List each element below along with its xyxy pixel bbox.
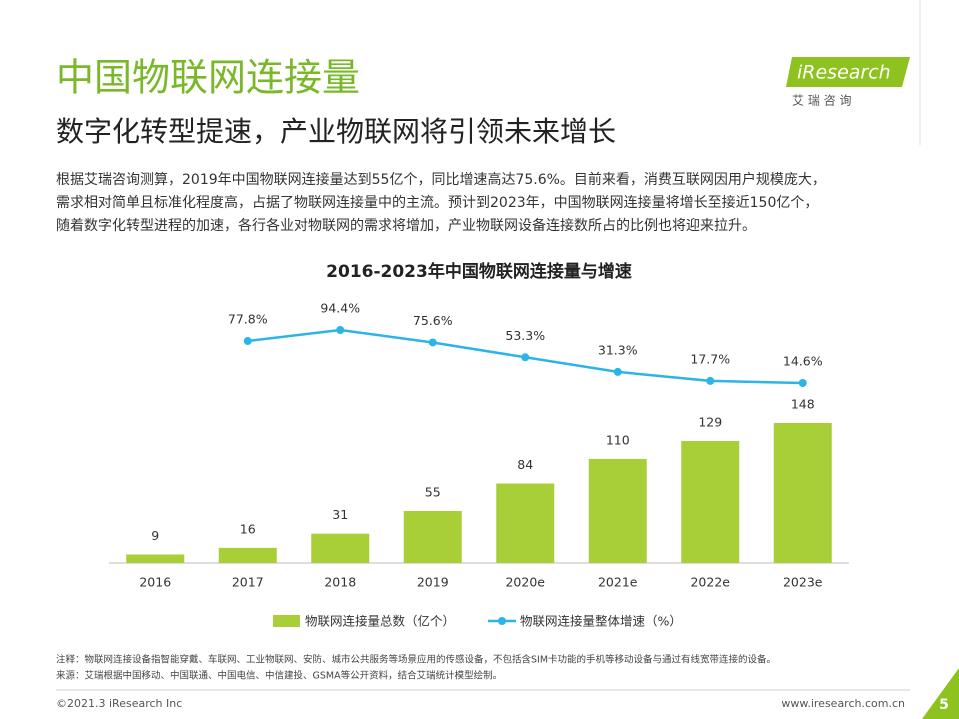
growth-label: 94.4% <box>320 301 360 316</box>
slide-title: 中国物联网连接量 <box>56 56 360 100</box>
logo-shape <box>786 57 910 87</box>
x-tick-label: 2022e <box>690 575 730 590</box>
body-line: 根据艾瑞咨询测算，2019年中国物联网连接量达到55亿个，同比增速高达75.6%… <box>56 171 826 188</box>
x-tick-label: 2017 <box>232 575 264 590</box>
bar <box>403 510 462 563</box>
growth-point <box>706 376 715 385</box>
x-tick-label: 2019 <box>417 575 449 590</box>
legend-swatch <box>273 615 300 627</box>
growth-label: 31.3% <box>598 342 638 357</box>
slide-subtitle: 数字化转型提速，产业物联网将引领未来增长 <box>56 115 616 148</box>
bar <box>773 423 832 563</box>
growth-label: 75.6% <box>413 313 453 328</box>
note: 注释：物联网连接设备指智能穿戴、车联网、工业物联网、安防、城市公共服务等场景应用… <box>56 654 776 666</box>
x-tick-label: 2016 <box>139 575 171 590</box>
growth-point <box>798 378 807 387</box>
site: www.iresearch.com.cn <box>781 697 905 710</box>
x-tick-label: 2021e <box>598 575 638 590</box>
growth-label: 14.6% <box>783 353 823 368</box>
growth-point <box>428 338 437 347</box>
bar-label: 31 <box>332 507 348 522</box>
copyright: ©2021.3 iResearch Inc <box>56 697 182 710</box>
x-tick-label: 2020e <box>505 575 545 590</box>
logo-sub: 艾 瑞 咨 询 <box>792 93 851 108</box>
body-line: 随着数字化转型进程的加速，各行各业对物联网的需求将增加，产业物联网设备连接数所占… <box>56 217 756 234</box>
x-tick-label: 2023e <box>783 575 823 590</box>
x-tick-label: 2018 <box>324 575 356 590</box>
bar <box>311 533 370 563</box>
growth-point <box>521 353 530 362</box>
bar <box>218 547 277 563</box>
bar-label: 148 <box>791 397 815 412</box>
growth-label: 77.8% <box>228 312 268 327</box>
logo: iResearch <box>797 62 891 84</box>
legend-label: 物联网连接量总数（亿个） <box>305 614 455 629</box>
bar-label: 55 <box>425 484 441 499</box>
bar <box>496 483 555 563</box>
bar <box>588 458 647 563</box>
note: 来源：艾瑞根据中国移动、中国联通、中国电信、中信建投、GSMA等公开资料，结合艾… <box>56 670 502 682</box>
page-number: 5 <box>939 697 949 713</box>
growth-label: 17.7% <box>690 351 730 366</box>
growth-point <box>336 326 345 334</box>
growth-point <box>613 367 622 376</box>
growth-point <box>243 337 252 346</box>
corner <box>922 668 959 719</box>
bar-label: 84 <box>517 457 533 472</box>
legend-label: 物联网连接量整体增速（%） <box>520 614 682 629</box>
bar-label: 16 <box>240 521 256 536</box>
bar-label: 129 <box>698 414 722 429</box>
bar-label: 9 <box>151 528 159 543</box>
chart-title: 2016-2023年中国物联网连接量与增速 <box>326 261 632 282</box>
legend-swatch <box>498 617 506 625</box>
growth-label: 53.3% <box>505 328 545 343</box>
body-line: 需求相对简单且标准化程度高，占据了物联网连接量中的主流。预计到2023年，中国物… <box>56 194 818 211</box>
bar-label: 110 <box>606 432 630 447</box>
bar <box>681 440 740 563</box>
bar <box>126 554 185 563</box>
